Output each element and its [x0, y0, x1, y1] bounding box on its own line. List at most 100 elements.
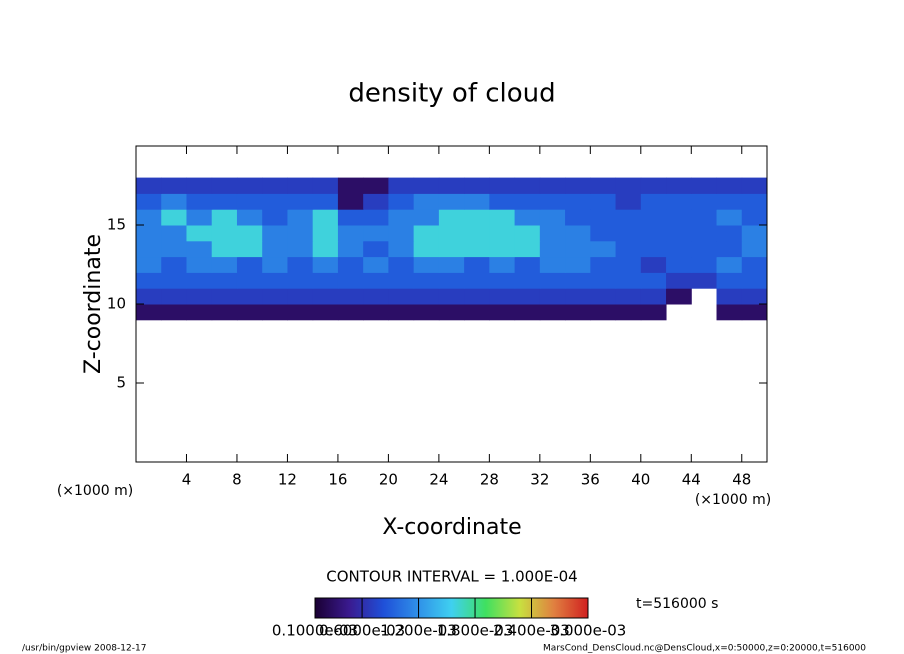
x-tick-label: 8 — [232, 471, 242, 489]
heat-cell — [161, 209, 187, 226]
heat-cell — [211, 225, 238, 242]
x-tick-label: 32 — [530, 471, 549, 489]
heat-cell — [136, 272, 162, 289]
footer-left: /usr/bin/gpview 2008-12-17 — [22, 644, 146, 654]
heat-cell — [211, 256, 238, 273]
time-label: t=516000 s — [636, 596, 718, 612]
heat-cell — [337, 272, 364, 289]
heat-cell — [615, 256, 642, 273]
heat-cell — [615, 272, 642, 289]
heat-cell — [716, 225, 743, 242]
heat-cell — [287, 288, 314, 305]
heat-cell — [312, 288, 339, 305]
heat-cell — [413, 288, 440, 305]
x-unit-right: (×1000 m) — [695, 492, 771, 508]
heat-cell — [211, 272, 238, 289]
heat-cell — [236, 256, 263, 273]
heat-cell — [438, 209, 465, 226]
heat-cell — [691, 193, 718, 210]
contour-interval: CONTOUR INTERVAL = 1.000E-04 — [326, 568, 577, 586]
heat-cell — [337, 304, 364, 321]
heat-cell — [666, 288, 692, 305]
heat-cell — [514, 288, 541, 305]
heat-cell — [565, 193, 591, 210]
heat-cell — [640, 272, 667, 289]
heat-cell — [640, 256, 667, 273]
x-tick-label: 28 — [480, 471, 499, 489]
heat-cell — [539, 256, 566, 273]
heat-cell — [262, 193, 288, 210]
heat-cell — [211, 193, 238, 210]
heat-cell — [590, 209, 617, 226]
heat-cell — [388, 225, 415, 242]
heat-cell — [211, 288, 238, 305]
heat-cell — [337, 288, 364, 305]
heat-cell — [590, 288, 617, 305]
heat-cell — [388, 209, 415, 226]
heat-cell — [161, 256, 187, 273]
heat-cell — [464, 288, 490, 305]
heat-cell — [590, 272, 617, 289]
heat-cell — [691, 240, 718, 258]
heat-cell — [161, 272, 187, 289]
heat-cell — [186, 288, 213, 305]
x-tick-label: 16 — [328, 471, 347, 489]
heat-cell — [262, 272, 288, 289]
heat-cell — [161, 288, 187, 305]
heat-cell — [590, 256, 617, 273]
x-tick-label: 20 — [379, 471, 398, 489]
heat-cell — [161, 240, 187, 258]
heat-cell — [741, 193, 768, 210]
heat-cell — [514, 256, 541, 273]
heat-cell — [287, 177, 314, 194]
heat-cell — [640, 209, 667, 226]
heat-cell — [438, 225, 465, 242]
colorbar — [314, 597, 589, 619]
heat-cell — [640, 240, 667, 258]
heat-cell — [161, 304, 187, 321]
heat-cell — [186, 256, 213, 273]
heat-cell — [186, 177, 213, 194]
heat-cell — [262, 225, 288, 242]
heat-cell — [438, 177, 465, 194]
heat-cell — [363, 256, 389, 273]
heat-cell — [640, 304, 667, 321]
heat-cell — [363, 288, 389, 305]
x-tick-label: 40 — [631, 471, 650, 489]
heat-cell — [691, 225, 718, 242]
heat-cell — [464, 240, 490, 258]
heat-cell — [262, 240, 288, 258]
heat-cell — [741, 272, 768, 289]
heat-cell — [489, 240, 516, 258]
heat-cell — [565, 225, 591, 242]
heat-cell — [287, 209, 314, 226]
heat-cell — [262, 209, 288, 226]
heat-cell — [211, 240, 238, 258]
heat-cell — [363, 272, 389, 289]
heat-cell — [186, 272, 213, 289]
heat-cell — [539, 304, 566, 321]
heat-cell — [312, 225, 339, 242]
heat-cell — [666, 225, 692, 242]
heat-cell — [388, 272, 415, 289]
heat-cell — [337, 193, 364, 210]
heat-cell — [539, 177, 566, 194]
heat-cell — [539, 193, 566, 210]
heat-cell — [514, 209, 541, 226]
heat-cell — [741, 240, 768, 258]
heat-cell — [539, 209, 566, 226]
heat-cell — [413, 272, 440, 289]
y-axis-label: Z-coordinate — [81, 234, 106, 374]
heat-cell — [186, 193, 213, 210]
heat-cell — [590, 240, 617, 258]
heat-cell — [211, 209, 238, 226]
colorbar-tick-label: 1.200e-03 — [380, 622, 457, 640]
heat-cell — [236, 240, 263, 258]
heat-cell — [514, 177, 541, 194]
heat-cell — [741, 256, 768, 273]
heat-cell — [565, 177, 591, 194]
heat-cell — [388, 288, 415, 305]
heat-cell — [136, 209, 162, 226]
heat-cell — [489, 272, 516, 289]
heat-cell — [136, 193, 162, 210]
